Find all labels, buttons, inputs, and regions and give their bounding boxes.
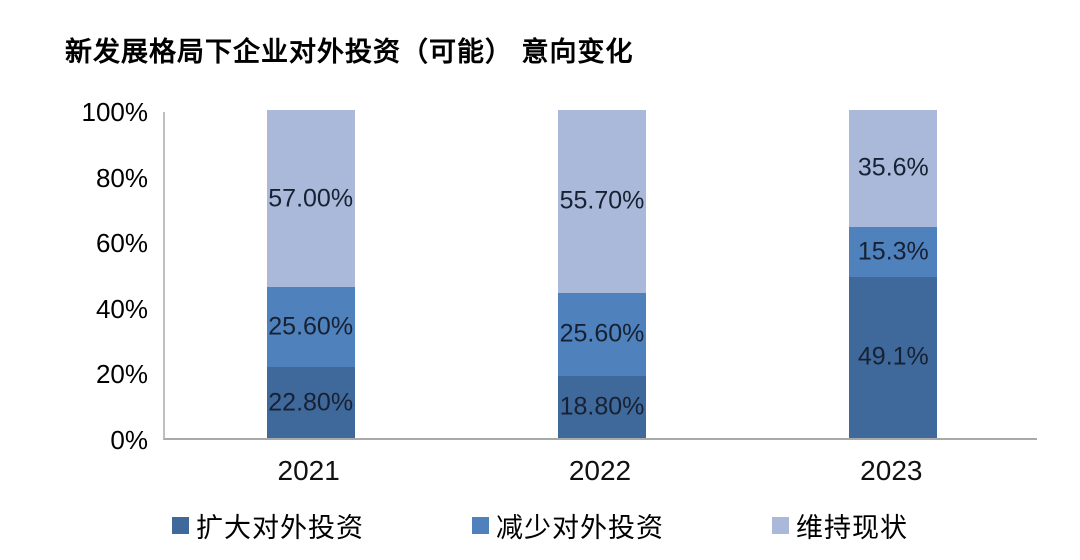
y-axis-label: 20% [95,359,148,390]
bar-2023: 49.1% 15.3% 35.6% [849,110,938,438]
bar-data-label: 15.3% [857,237,929,266]
y-axis-label: 60% [95,228,148,259]
bar-segment-减少对外投资: 25.60% [266,287,355,368]
bar-data-label: 25.60% [559,319,645,348]
y-axis-label: 100% [81,97,149,127]
bar-data-label: 35.6% [857,153,929,182]
plot-area: 22.80% 25.60% 57.00% 18.80% 25.60% 55.70% 49.1… [163,110,1037,440]
bar-segment-维持现状: 57.00% [266,110,355,288]
bar-2021: 22.80% 25.60% 57.00% [266,110,355,438]
x-axis-label-2021: 2021 [277,455,340,486]
x-axis-label-2022: 2022 [568,455,632,486]
bar-segment-扩大对外投资: 49.1% [849,276,938,438]
legend-item-减少对外投资: 减少对外投资 [472,506,664,545]
x-axis-label-2023: 2023 [860,455,923,486]
bar-data-label: 57.00% [268,184,354,213]
legend: 扩大对外投资 减少对外投资 维持现状 [0,506,1080,545]
legend-label: 减少对外投资 [496,513,664,543]
bar-data-label: 22.80% [268,388,354,417]
bar-data-label: 18.80% [559,392,645,421]
legend-label: 扩大对外投资 [196,513,364,543]
legend-swatch-icon [472,517,489,534]
legend-item-扩大对外投资: 扩大对外投资 [172,506,364,545]
bar-segment-维持现状: 55.70% [558,110,646,293]
bar-segment-减少对外投资: 25.60% [558,292,646,377]
bar-data-label: 49.1% [857,342,929,371]
chart-title: 新发展格局下企业对外投资（可能） 意向变化 [65,37,634,67]
bar-data-label: 25.60% [268,312,354,341]
legend-swatch-icon [772,517,789,534]
legend-swatch-icon [172,517,189,534]
legend-label: 维持现状 [796,513,908,543]
legend-item-维持现状: 维持现状 [772,506,908,545]
bar-segment-减少对外投资: 15.3% [849,226,938,277]
y-axis-label: 40% [95,293,148,324]
bar-segment-扩大对外投资: 18.80% [558,376,646,438]
y-axis-label: 80% [95,162,148,193]
y-axis-label: 0% [110,425,148,455]
bar-data-label: 55.70% [559,186,645,215]
bar-2022: 18.80% 25.60% 55.70% [558,110,646,438]
bar-segment-扩大对外投资: 22.80% [266,367,355,438]
bar-segment-维持现状: 35.6% [849,110,938,227]
